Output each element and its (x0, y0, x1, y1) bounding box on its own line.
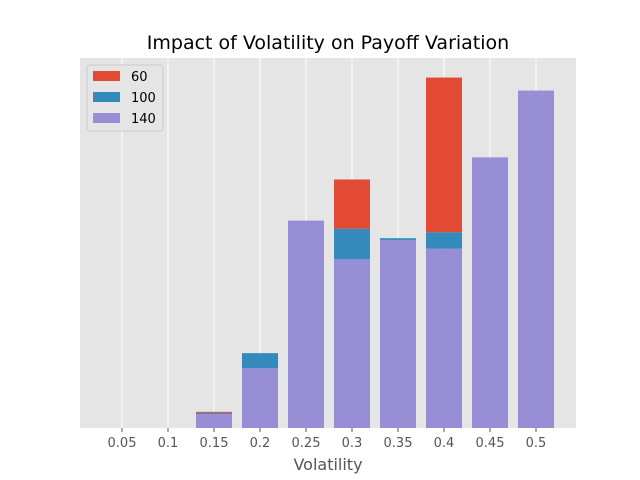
legend: 60 100 140 (86, 64, 164, 132)
bar-100-0.2 (242, 353, 278, 369)
legend-swatch-100 (93, 92, 120, 102)
bar-140-0.3 (334, 259, 370, 428)
legend-swatch-60 (93, 71, 120, 81)
x-tick-label: 0.5 (526, 436, 547, 451)
bar-100-0.4 (426, 232, 462, 249)
legend-label-60: 60 (131, 70, 148, 85)
x-tick-label: 0.2 (250, 436, 271, 451)
bar-100-0.3 (334, 228, 370, 260)
x-tick-label: 0.3 (342, 436, 363, 451)
chart-title: Impact of Volatility on Payoff Variation (147, 32, 509, 54)
bars (196, 77, 554, 428)
x-tick-label: 0.25 (292, 436, 321, 451)
x-tick-label: 0.4 (434, 436, 455, 451)
bar-100-0.35 (380, 238, 416, 240)
bar-140-0.35 (380, 239, 416, 428)
x-tick-label: 0.05 (108, 436, 137, 451)
legend-label-100: 100 (131, 91, 156, 106)
x-tick-label: 0.45 (476, 436, 505, 451)
bar-100-0.15 (196, 412, 232, 414)
x-tick-label: 0.15 (200, 436, 229, 451)
bar-60-0.15 (196, 411, 232, 413)
bar-140-0.2 (242, 368, 278, 428)
x-tick-labels: 0.05 0.1 0.15 0.2 0.25 0.3 0.35 0.4 0.45 0.5 (108, 428, 547, 451)
legend-swatch-140 (93, 113, 120, 123)
x-axis-label: Volatility (293, 455, 362, 474)
bar-140-0.5 (518, 90, 554, 428)
bar-140-0.25 (288, 220, 324, 428)
bar-140-0.4 (426, 248, 462, 428)
bar-140-0.15 (196, 413, 232, 428)
x-tick-label: 0.35 (384, 436, 413, 451)
legend-label-140: 140 (131, 112, 156, 127)
bar-140-0.45 (472, 157, 508, 428)
bar-60-0.3 (334, 179, 370, 229)
bar-60-0.4 (426, 77, 462, 233)
x-tick-label: 0.1 (158, 436, 179, 451)
